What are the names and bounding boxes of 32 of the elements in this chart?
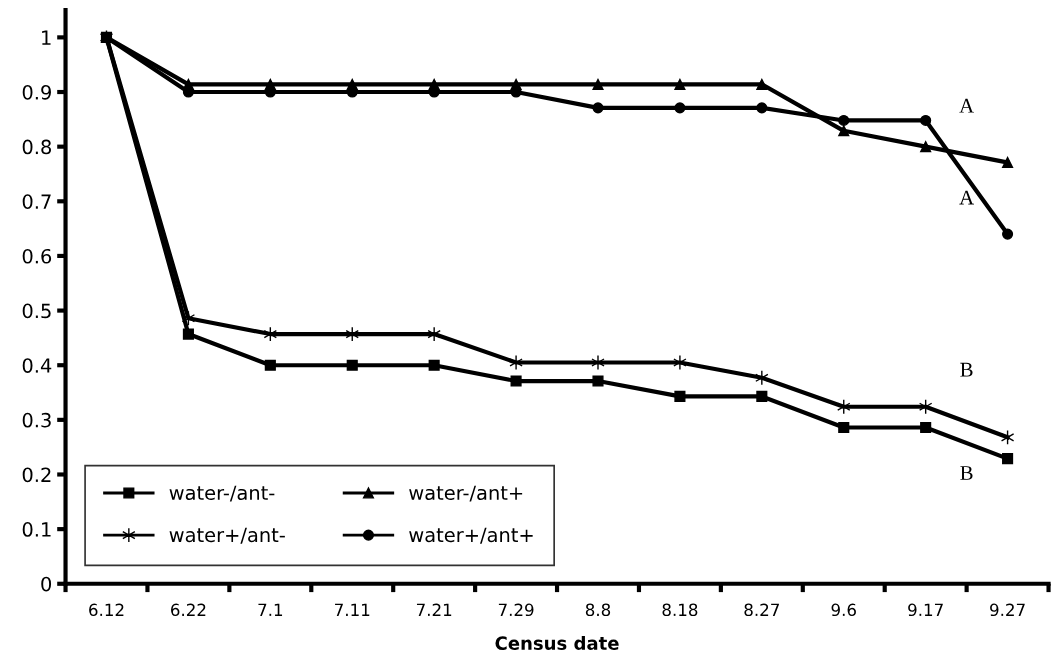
x-tick-label: 7.21 (416, 603, 452, 616)
x-tick-label: 8.8 (585, 603, 611, 617)
legend-label: water-/ant- (169, 485, 275, 502)
x-tick-label: 7.1 (258, 603, 283, 616)
x-axis-title: Census date (495, 636, 619, 650)
legend-label: water+/ant+ (409, 527, 533, 544)
x-tick-label: 9.6 (831, 603, 856, 617)
y-tick-label: 0 (41, 576, 52, 592)
x-tick-label: 9.27 (990, 603, 1025, 617)
y-tick-label: 0.1 (22, 522, 51, 537)
y-tick-label: 0.5 (22, 303, 51, 319)
annotation: A (959, 190, 974, 205)
y-tick-label: 0.9 (22, 84, 51, 100)
x-tick-label: 6.12 (89, 603, 124, 617)
legend-label: water+/ant- (169, 527, 285, 544)
x-tick-label: 7.11 (335, 603, 370, 616)
annotation: A (959, 98, 974, 113)
annotation: B (960, 466, 973, 480)
y-tick-label: 1 (42, 30, 51, 45)
legend-label: water-/ant+ (409, 485, 523, 502)
annotation: B (960, 362, 973, 377)
y-tick-label: 0.8 (22, 139, 52, 155)
x-tick-label: 7.29 (498, 603, 534, 617)
x-tick-label: 9.17 (908, 603, 943, 617)
y-tick-label: 0.6 (22, 248, 52, 264)
x-tick-label: 6.22 (171, 603, 206, 617)
x-tick-label: 8.27 (744, 603, 779, 617)
y-tick-label: 0.4 (22, 358, 52, 373)
x-tick-label: 8.18 (662, 603, 698, 617)
y-tick-label: 0.3 (22, 412, 51, 428)
y-tick-label: 0.7 (22, 194, 51, 209)
y-tick-label: 0.2 (22, 467, 51, 483)
